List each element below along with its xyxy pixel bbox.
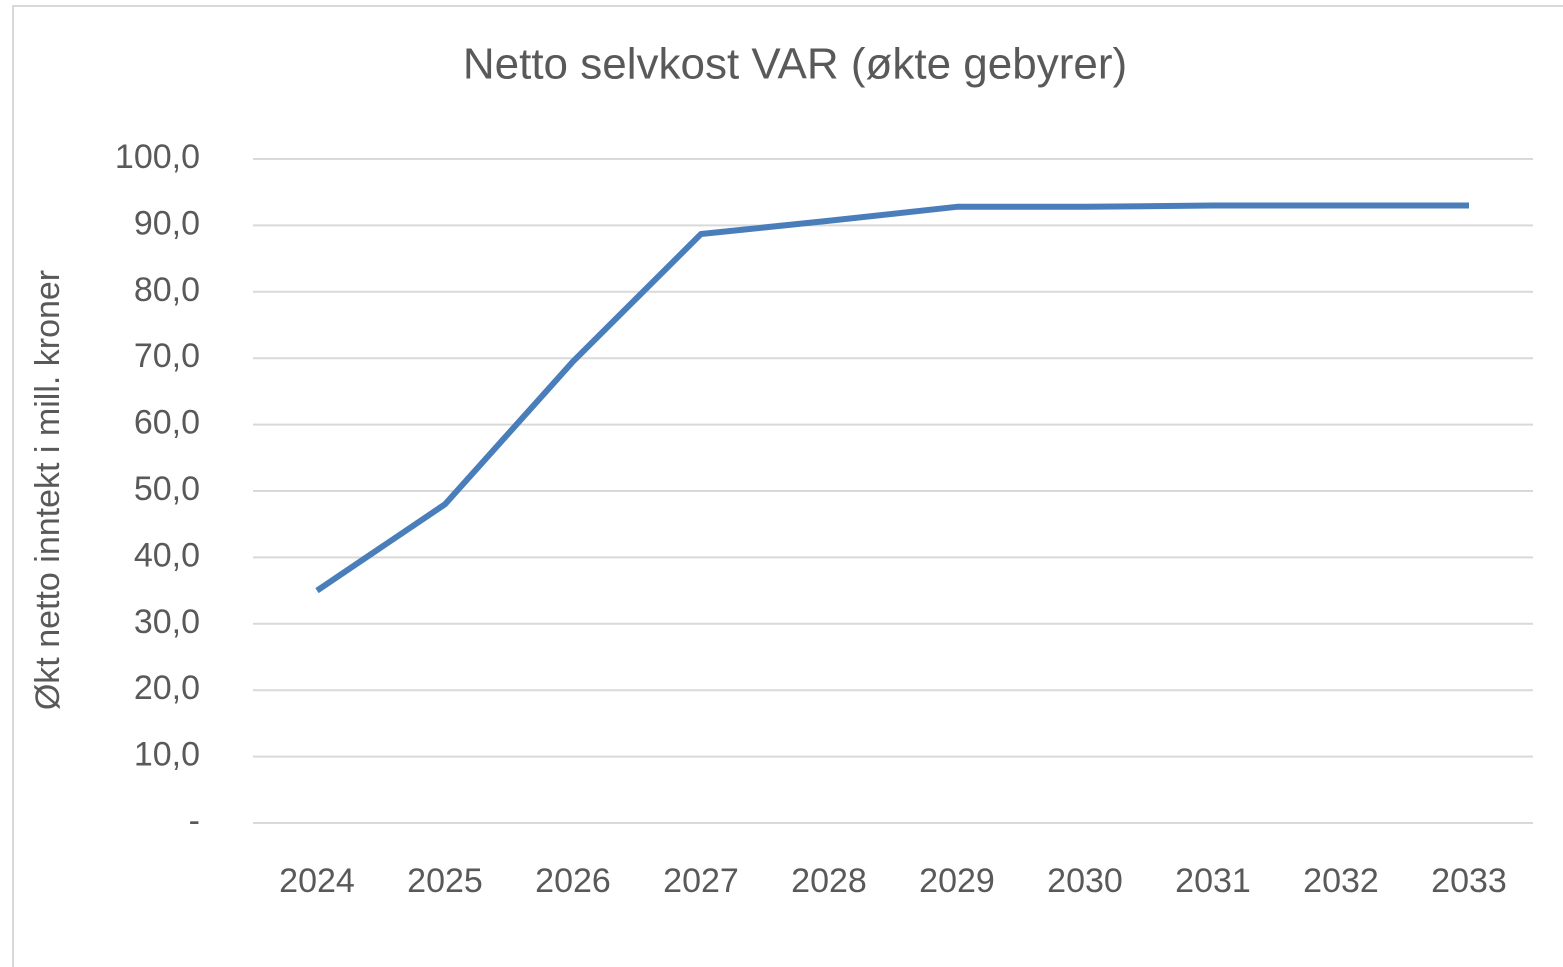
y-tick-label: 70,0	[134, 337, 200, 375]
x-tick-label: 2026	[535, 862, 611, 900]
y-tick-label: 100,0	[115, 138, 200, 176]
y-tick-label: 20,0	[134, 669, 200, 707]
y-tick-label: 80,0	[134, 271, 200, 309]
chart-frame	[12, 5, 1563, 967]
data-line	[315, 202, 1469, 594]
y-tick-label: 10,0	[134, 736, 200, 774]
y-tick-label: 60,0	[134, 404, 200, 442]
y-tick-label: -	[189, 802, 200, 840]
x-tick-label: 2025	[407, 862, 483, 900]
x-tick-label: 2029	[919, 862, 995, 900]
y-axis-title: Økt netto inntekt i mill. kroner	[29, 270, 67, 710]
y-tick-label: 50,0	[134, 470, 200, 508]
chart-title: Netto selvkost VAR (økte gebyrer)	[463, 40, 1127, 89]
x-tick-label: 2027	[663, 862, 739, 900]
x-tick-label: 2032	[1303, 862, 1379, 900]
x-tick-label: 2024	[279, 862, 355, 900]
x-tick-label: 2031	[1175, 862, 1251, 900]
x-tick-label: 2028	[791, 862, 867, 900]
y-tick-label: 90,0	[134, 204, 200, 242]
x-tick-label: 2033	[1431, 862, 1507, 900]
y-tick-label: 30,0	[134, 603, 200, 641]
y-tick-label: 40,0	[134, 536, 200, 574]
x-tick-label: 2030	[1047, 862, 1123, 900]
